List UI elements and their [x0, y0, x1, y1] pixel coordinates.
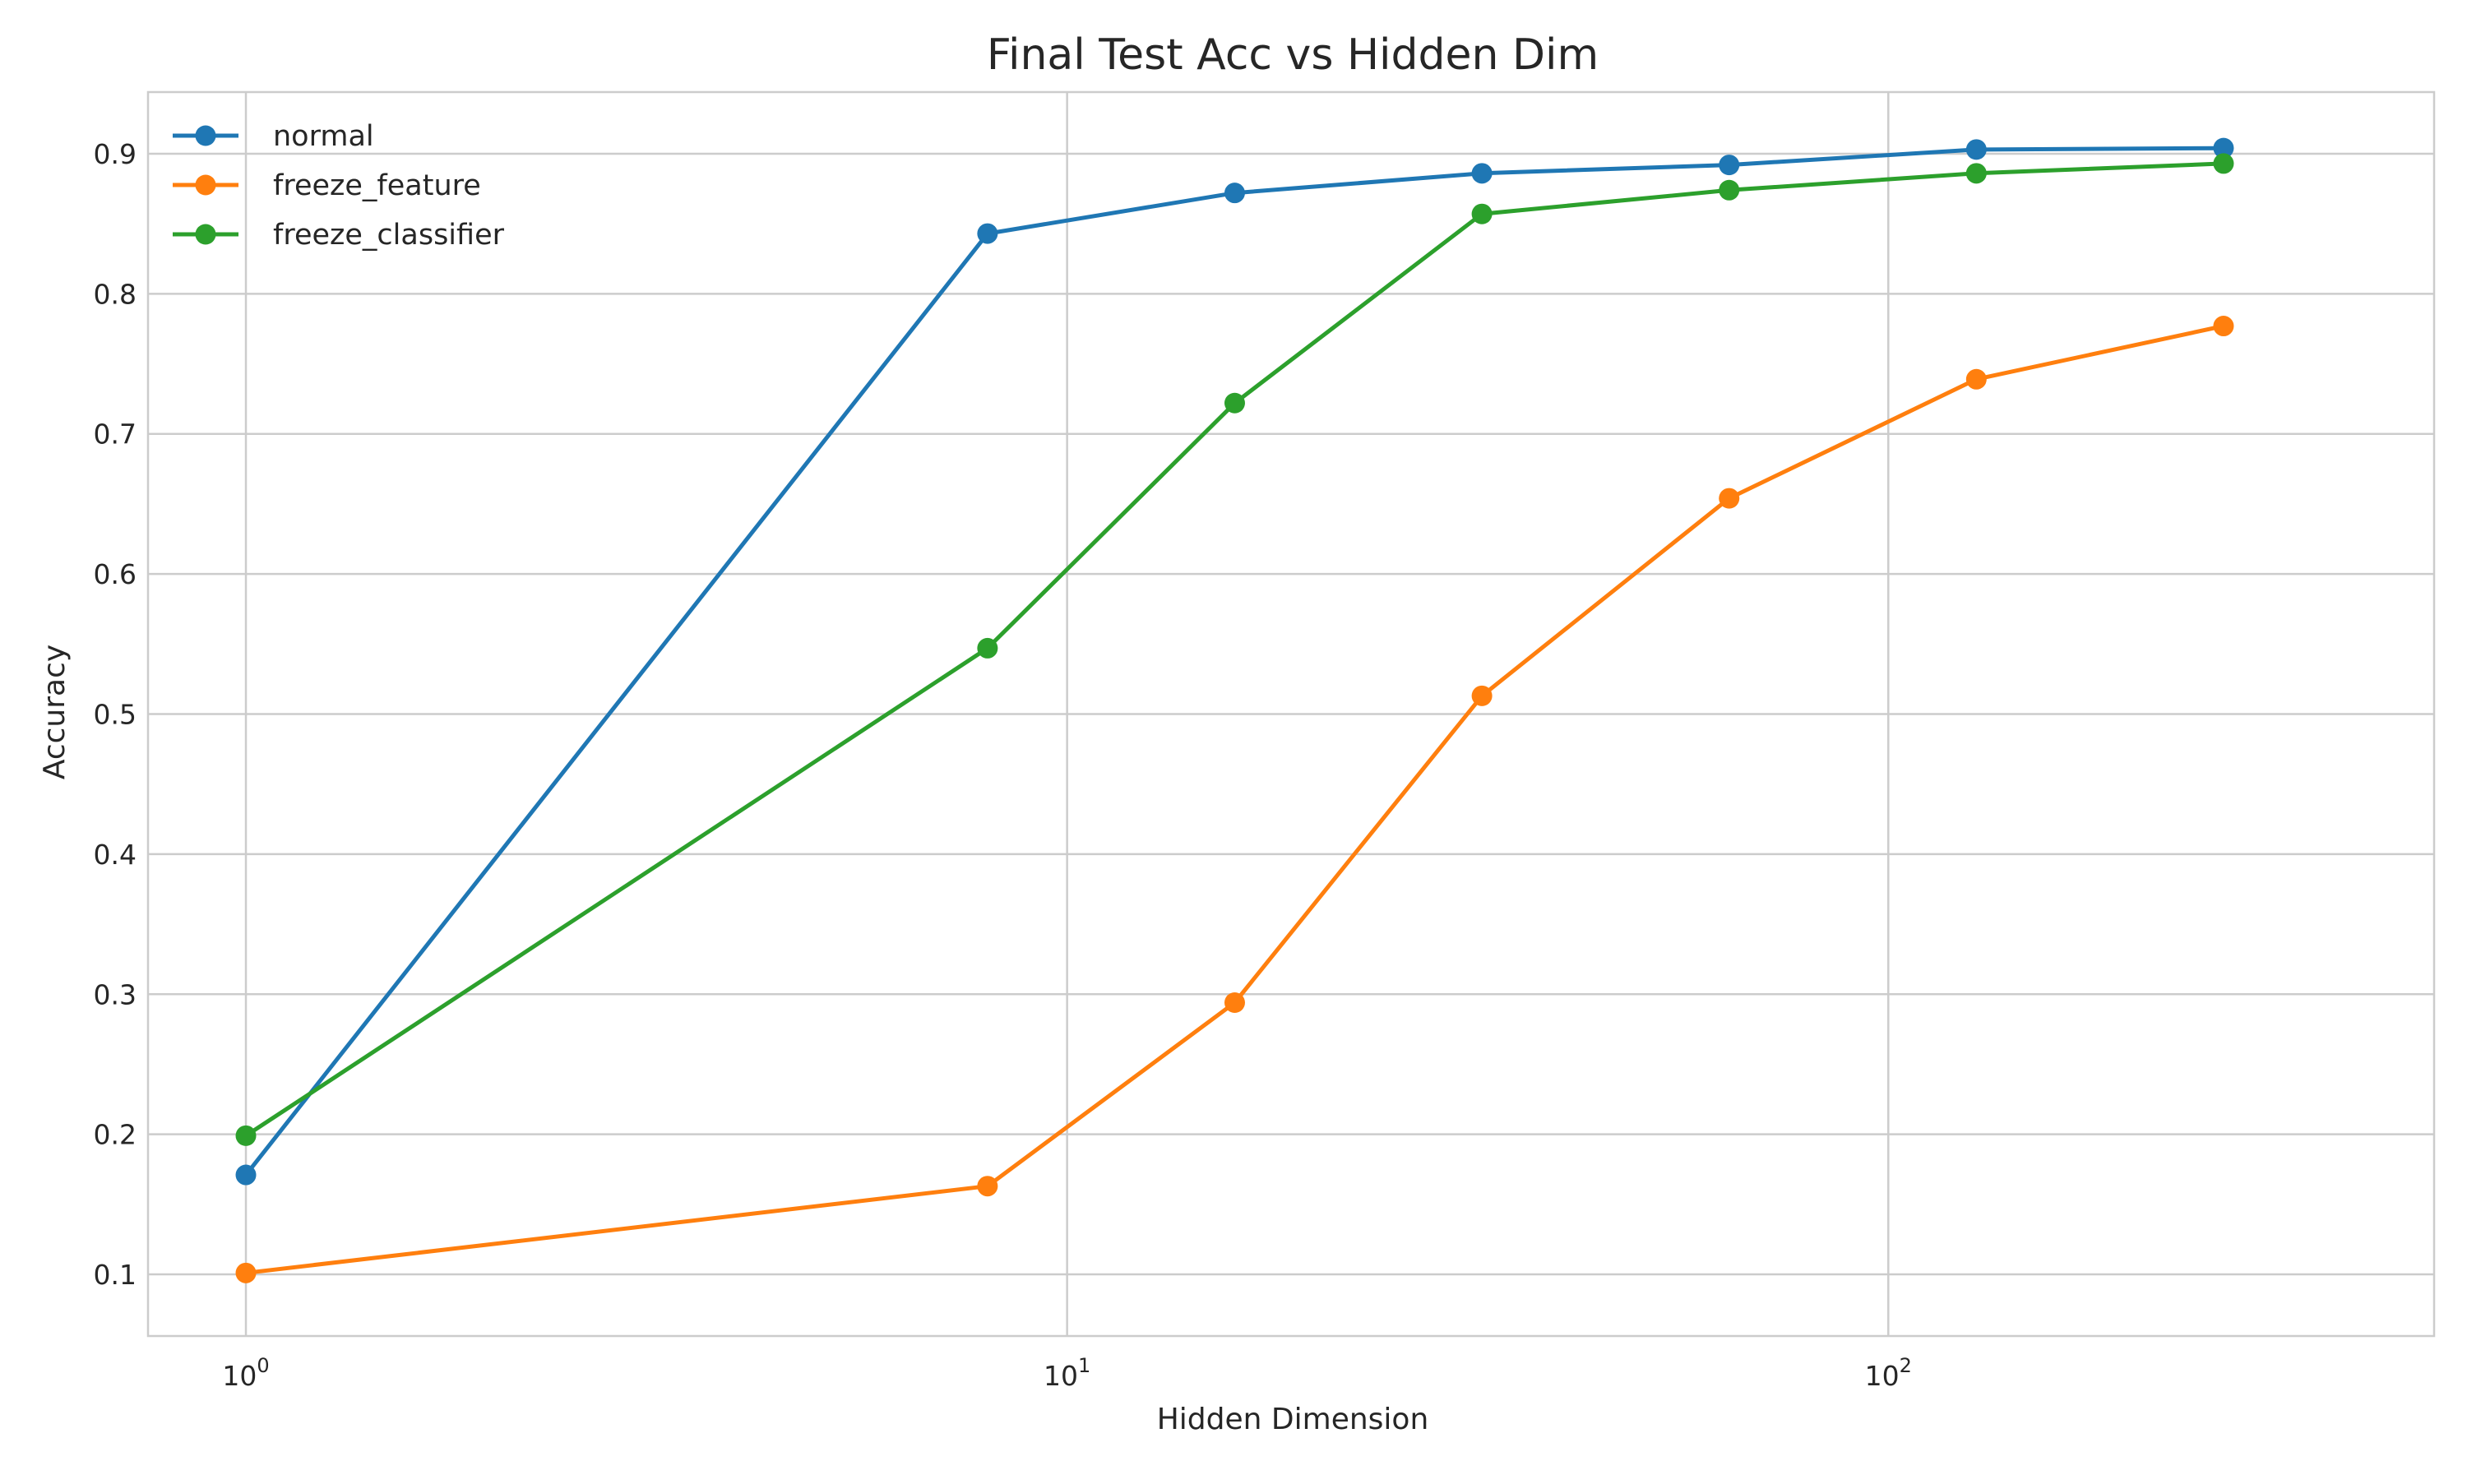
y-tick-label: 0.8 [94, 278, 137, 310]
data-point [2213, 153, 2234, 174]
y-tick-label: 0.6 [94, 558, 137, 590]
series-normal [235, 137, 2234, 1186]
data-point [1719, 155, 1740, 176]
data-point [1719, 488, 1740, 509]
legend-item: freeze_feature [173, 169, 481, 202]
x-tick-base: 10 [222, 1360, 257, 1392]
x-tick-base: 10 [1865, 1360, 1900, 1392]
y-axis-label: Accuracy [38, 645, 72, 779]
x-tick-label: 100 [222, 1354, 269, 1392]
data-point [235, 1262, 257, 1283]
series-freeze-classifier [235, 153, 2234, 1146]
y-tick-label: 0.5 [94, 699, 137, 731]
x-tick-exponent: 1 [1078, 1354, 1090, 1377]
x-tick-label: 102 [1865, 1354, 1912, 1392]
data-point [1224, 183, 1245, 204]
data-point [1965, 139, 1987, 160]
x-axis-label: Hidden Dimension [1157, 1403, 1429, 1436]
data-point [1471, 685, 1493, 706]
data-point [235, 1164, 257, 1186]
y-tick-label: 0.1 [94, 1259, 137, 1291]
x-tick-label: 101 [1044, 1354, 1090, 1392]
data-point [2213, 137, 2234, 159]
data-point [1471, 163, 1493, 184]
legend-marker [195, 224, 216, 245]
legend-item: freeze_classifier [173, 219, 505, 252]
y-tick-label: 0.2 [94, 1119, 137, 1151]
y-tick-label: 0.3 [94, 978, 137, 1010]
series-freeze-feature [235, 316, 2234, 1283]
series-group [235, 137, 2234, 1283]
data-point [1471, 203, 1493, 224]
data-point [1719, 179, 1740, 201]
legend-item: normal [173, 120, 374, 153]
y-tick-label: 0.4 [94, 839, 137, 871]
data-point [2213, 316, 2234, 337]
data-point [977, 1176, 998, 1197]
legend-marker [195, 174, 216, 196]
legend: normal freeze_feature freeze_classifier [173, 120, 505, 252]
data-point [1224, 992, 1245, 1013]
data-point [977, 223, 998, 244]
x-tick-exponent: 0 [257, 1354, 269, 1377]
data-point [1965, 368, 1987, 390]
x-tick-exponent: 2 [1900, 1354, 1912, 1377]
plot-area-frame [146, 90, 2436, 1338]
x-tick-base: 10 [1044, 1360, 1078, 1392]
data-point [1224, 392, 1245, 414]
legend-label: freeze_feature [273, 169, 481, 202]
legend-label: normal [273, 120, 374, 153]
legend-label: freeze_classifier [273, 219, 505, 252]
legend-marker [195, 125, 216, 146]
y-tick-label: 0.7 [94, 418, 137, 451]
y-tick-label: 0.9 [94, 138, 137, 170]
data-point [235, 1125, 257, 1146]
data-point [1965, 163, 1987, 184]
chart-title: Final Test Acc vs Hidden Dim [987, 30, 1599, 80]
data-point [977, 637, 998, 659]
